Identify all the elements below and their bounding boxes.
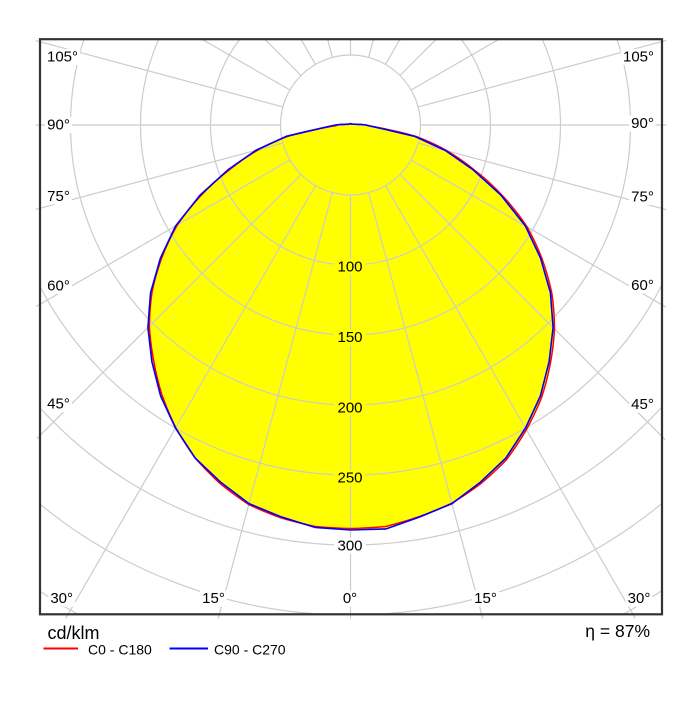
svg-text:15°: 15°	[474, 590, 497, 607]
svg-text:75°: 75°	[47, 188, 70, 205]
svg-text:75°: 75°	[631, 189, 654, 206]
svg-text:90°: 90°	[47, 117, 70, 134]
svg-text:200: 200	[337, 400, 362, 417]
svg-text:250: 250	[337, 470, 362, 487]
svg-text:C90 - C270: C90 - C270	[214, 642, 286, 658]
svg-text:150: 150	[337, 329, 362, 346]
svg-text:30°: 30°	[628, 590, 651, 607]
svg-text:60°: 60°	[47, 278, 70, 295]
svg-text:η = 87%: η = 87%	[585, 621, 650, 641]
svg-text:90°: 90°	[631, 115, 654, 132]
svg-text:15°: 15°	[202, 590, 225, 607]
svg-text:105°: 105°	[47, 49, 78, 66]
svg-text:cd/klm: cd/klm	[48, 623, 100, 643]
svg-text:100: 100	[337, 259, 362, 276]
svg-text:105°: 105°	[623, 49, 654, 66]
svg-text:C0 - C180: C0 - C180	[88, 642, 152, 658]
svg-text:300: 300	[337, 538, 362, 555]
svg-text:60°: 60°	[631, 277, 654, 294]
svg-text:45°: 45°	[631, 396, 654, 413]
svg-text:30°: 30°	[50, 590, 73, 607]
svg-text:45°: 45°	[47, 396, 70, 413]
svg-text:0°: 0°	[343, 590, 357, 607]
